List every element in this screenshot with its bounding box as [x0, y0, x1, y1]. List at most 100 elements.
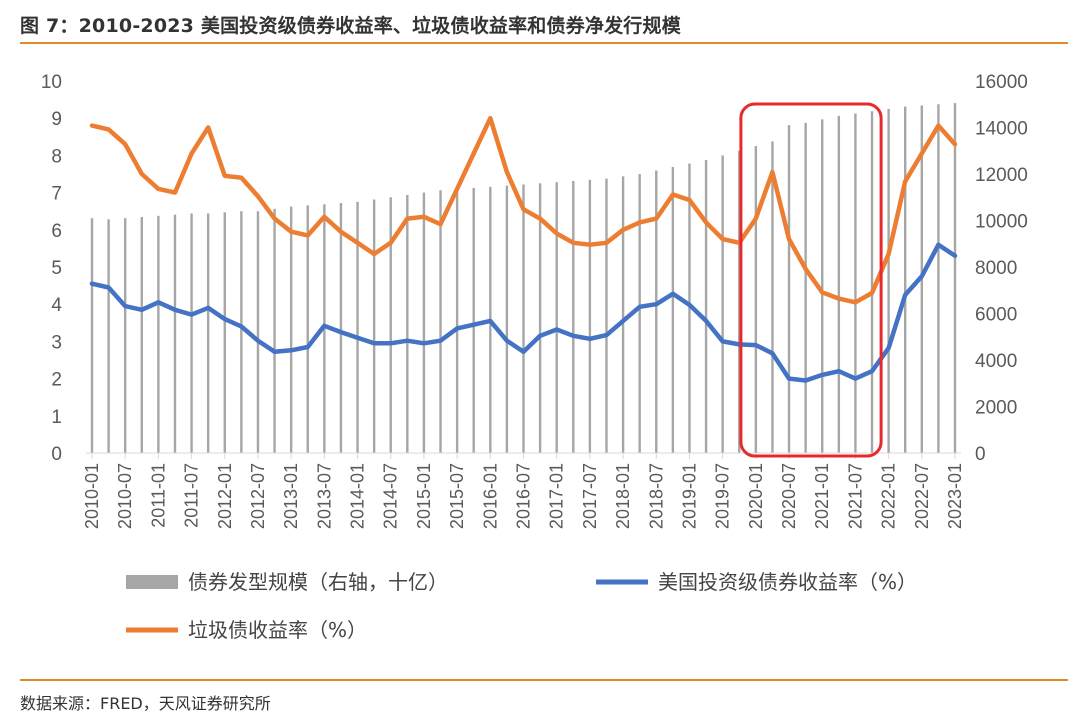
left-tick-label: 6	[51, 221, 62, 242]
x-tick-label: 2015-07	[447, 463, 467, 529]
issuance-bar	[439, 190, 442, 453]
right-tick-label: 8000	[975, 258, 1017, 279]
issuance-bar	[671, 167, 675, 453]
issuance-bar	[538, 183, 542, 454]
issuance-bar	[389, 197, 392, 453]
footer-rule	[20, 679, 1068, 681]
issuance-bar	[638, 174, 641, 453]
issuance-bar	[356, 201, 359, 453]
left-tick-label: 10	[41, 72, 62, 93]
legend: 债券发型规模（右轴，十亿） 美国投资级债券收益率（%） 垃圾债收益率（%）	[126, 570, 917, 642]
x-tick-label: 2018-07	[646, 463, 666, 529]
issuance-bar	[505, 185, 509, 453]
issuance-bar	[472, 187, 475, 453]
source-note: 数据来源：FRED，天风证券研究所	[20, 694, 271, 713]
x-tick-label: 2018-01	[613, 463, 633, 529]
issuance-bar	[870, 111, 874, 453]
x-tick-label: 2021-01	[812, 463, 832, 529]
yield-lines	[89, 115, 958, 383]
x-tick-label: 2017-07	[580, 463, 600, 529]
left-tick-label: 2	[51, 370, 62, 391]
issuance-bar	[854, 113, 857, 454]
issuance-bar	[306, 205, 309, 453]
issuance-bar	[422, 192, 426, 453]
issuance-bar	[572, 180, 575, 453]
left-tick-label: 7	[51, 184, 62, 205]
chart: 0 1 2 3 4 5 6 7 8 9 10 0 2000 4000 6000 8000 10000 12000…	[41, 72, 1028, 642]
left-tick-label: 3	[51, 332, 62, 353]
issuance-bar	[953, 103, 957, 454]
issuance-bar	[605, 178, 608, 453]
right-tick-label: 16000	[975, 72, 1028, 93]
issuance-bar	[754, 146, 758, 453]
issuance-bar	[289, 206, 293, 453]
x-tick-label: 2022-01	[879, 463, 899, 529]
issuance-bar	[621, 176, 625, 453]
x-tick-label: 2014-01	[348, 463, 368, 529]
x-tick-label: 2012-07	[248, 463, 268, 529]
issuance-bar	[655, 170, 658, 453]
left-tick-label: 9	[51, 109, 62, 130]
highlight-box	[739, 102, 883, 458]
figure-title: 图 7：2010-2023 美国投资级债券收益率、垃圾债收益率和债券净发行规模	[20, 15, 681, 37]
issuance-bar	[190, 213, 193, 453]
issuance-bar	[173, 214, 177, 453]
left-axis-ticks: 0 1 2 3 4 5 6 7 8 9 10	[41, 72, 63, 465]
right-tick-label: 2000	[975, 398, 1017, 419]
issuance-bar	[887, 108, 890, 454]
issuance-bar	[588, 179, 592, 453]
x-axis-ticks: 2010-01 2010-07 2011-01 2011-07 2012-01 2012-…	[82, 453, 965, 529]
left-tick-label: 8	[51, 146, 62, 167]
issuance-bar	[140, 217, 143, 453]
x-tick-label: 2014-07	[381, 463, 401, 529]
issuance-bar	[406, 194, 409, 454]
x-tick-label: 2016-07	[514, 463, 534, 529]
issuance-bar	[937, 104, 940, 453]
legend-issuance-label: 债券发型规模（右轴，十亿）	[188, 570, 448, 594]
junk-yield-line	[89, 115, 958, 305]
x-tick-label: 2010-01	[82, 463, 102, 529]
x-tick-label: 2015-01	[414, 463, 434, 529]
issuance-bar	[273, 208, 276, 453]
legend-issuance-swatch	[126, 575, 178, 589]
right-tick-label: 6000	[975, 305, 1017, 326]
x-tick-label: 2013-07	[314, 463, 334, 529]
issuance-bar	[90, 218, 94, 453]
issuance-bar	[339, 203, 343, 453]
right-tick-label: 12000	[975, 165, 1028, 186]
issuance-bar	[904, 106, 907, 453]
right-tick-label: 0	[975, 444, 986, 465]
ig-yield-line	[89, 242, 958, 383]
x-tick-label: 2019-01	[680, 463, 700, 529]
issuance-bar	[223, 212, 226, 453]
issuance-bar	[771, 141, 774, 453]
issuance-bar	[157, 215, 160, 453]
left-tick-label: 0	[51, 444, 62, 465]
right-tick-label: 10000	[975, 212, 1028, 233]
right-tick-label: 4000	[975, 351, 1017, 372]
left-tick-label: 1	[51, 407, 62, 428]
issuance-bar	[522, 184, 525, 453]
x-tick-label: 2011-01	[148, 463, 168, 528]
x-tick-label: 2023-01	[945, 463, 965, 529]
left-tick-label: 4	[51, 295, 62, 316]
x-tick-label: 2013-01	[281, 463, 301, 529]
x-tick-label: 2011-07	[182, 463, 202, 528]
issuance-bar	[787, 125, 791, 454]
right-tick-label: 14000	[975, 119, 1028, 140]
issuance-bar	[206, 213, 210, 453]
x-tick-label: 2020-07	[779, 463, 799, 529]
legend-junk-label: 垃圾债收益率（%）	[188, 618, 367, 642]
issuance-bar	[455, 189, 459, 454]
x-tick-label: 2016-01	[480, 463, 500, 529]
issuance-bar	[240, 211, 243, 453]
x-tick-label: 2020-01	[746, 463, 766, 529]
left-tick-label: 5	[51, 258, 62, 279]
issuance-bar	[804, 122, 807, 453]
issuance-bar	[107, 219, 110, 453]
issuance-bars	[90, 103, 957, 454]
issuance-bar	[372, 199, 376, 453]
issuance-bar	[123, 218, 127, 453]
x-tick-label: 2010-07	[115, 463, 135, 529]
issuance-bar	[821, 119, 824, 454]
